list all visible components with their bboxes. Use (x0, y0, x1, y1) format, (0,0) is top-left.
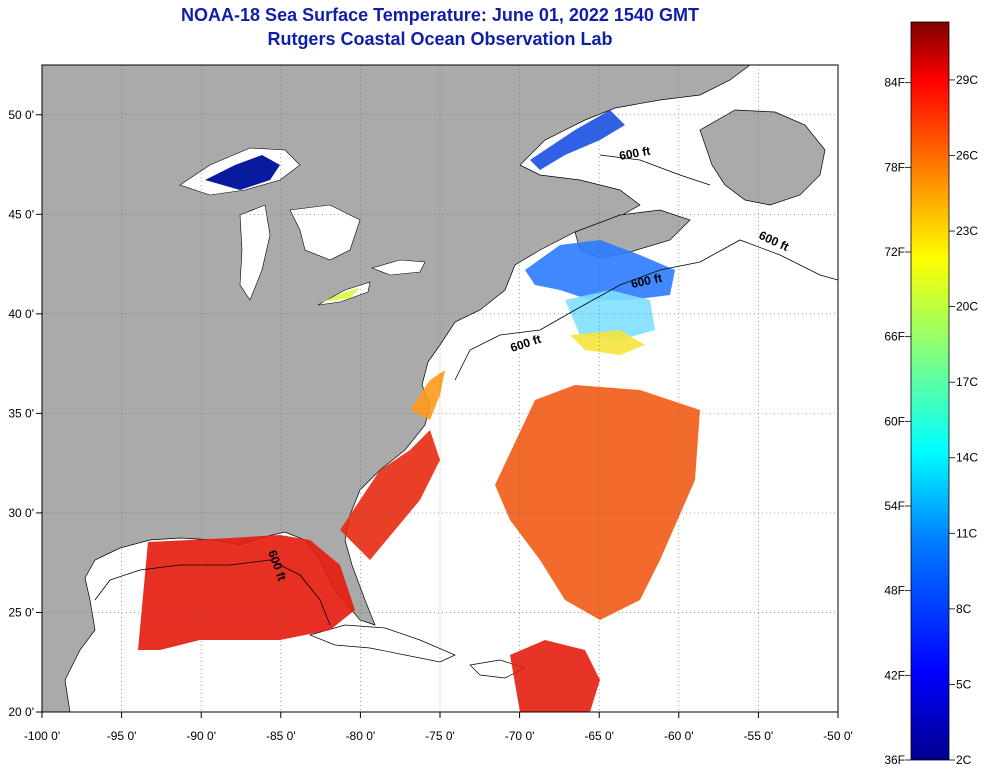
y-tick-label: 50 0' (8, 108, 34, 122)
colorbar-c-label: 8C (956, 602, 972, 616)
sst-gulf-of-maine (525, 240, 675, 300)
colorbar-c-label: 5C (956, 677, 972, 691)
x-tick-label: -80 0' (346, 729, 376, 743)
y-tick-label: 20 0' (8, 705, 34, 719)
colorbar-c-label: 11C (956, 526, 977, 540)
colorbar-f-label: 84F (884, 76, 905, 90)
lake-huron (289, 204, 361, 261)
land-newfoundland (699, 109, 826, 206)
colorbar-f-label: 78F (884, 160, 905, 174)
x-tick-label: -70 0' (505, 729, 535, 743)
x-tick-label: -55 0' (744, 729, 774, 743)
colorbar-c-label: 23C (956, 224, 978, 238)
isobath-600ft-north (599, 154, 711, 186)
colorbar-f-label: 42F (884, 668, 905, 682)
x-tick-label: -75 0' (425, 729, 455, 743)
map-title: NOAA-18 Sea Surface Temperature: June 01… (181, 5, 699, 25)
contour-label-2: 600 ft (630, 271, 664, 291)
contour-label-1: 600 ft (618, 144, 651, 163)
y-tick-label: 25 0' (8, 605, 34, 619)
x-tick-label: -60 0' (664, 729, 694, 743)
colorbar-f-label: 66F (884, 330, 905, 344)
y-tick-label: 45 0' (8, 207, 34, 221)
colorbar-c-label: 2C (956, 753, 972, 767)
sst-gulf-of-mexico (138, 535, 355, 650)
x-tick-label: -100 0' (24, 729, 60, 743)
sst-georges-bank (565, 290, 655, 340)
lake-ontario (371, 259, 426, 276)
x-tick-label: -85 0' (266, 729, 296, 743)
isobath-600ft-atlantic (454, 239, 838, 381)
colorbar-labels: 84F 78F 72F 66F 60F 54F 48F 42F 36F 29C 26C 23C 20C 1… (884, 73, 978, 767)
lake-erie-sst (322, 288, 360, 302)
colorbar-f-label: 48F (884, 584, 905, 598)
map-subtitle: Rutgers Coastal Ocean Observation Lab (267, 29, 613, 49)
colorbar-c-label: 14C (956, 451, 978, 465)
sst-st-lawrence (530, 110, 625, 170)
y-tick-label: 40 0' (8, 307, 34, 321)
colorbar-c-label: 26C (956, 148, 978, 162)
lake-michigan (239, 204, 271, 301)
x-tick-label: -90 0' (186, 729, 216, 743)
sst-caribbean (510, 640, 600, 712)
sst-shelf-yellow (570, 330, 645, 355)
y-tick-label: 30 0' (8, 506, 34, 520)
colorbar-f-label: 60F (884, 414, 905, 428)
isobath-600ft-gulf (94, 559, 331, 626)
colorbar-f-label: 54F (884, 499, 905, 513)
colorbar (910, 21, 950, 761)
colorbar-c-label: 17C (956, 375, 978, 389)
sst-gulf-stream (340, 430, 440, 560)
colorbar-f-label: 72F (884, 245, 905, 259)
lake-superior-sst (205, 155, 280, 190)
y-tick-label: 35 0' (8, 406, 34, 420)
y-axis-ticks: 50 0' 45 0' 40 0' 35 0' 30 0' 25 0' 20 0' (8, 108, 42, 719)
sst-mid-atlantic (410, 370, 445, 420)
x-tick-label: -95 0' (107, 729, 137, 743)
colorbar-c-label: 29C (956, 73, 978, 87)
x-tick-label: -50 0' (823, 729, 853, 743)
land-cuba (308, 624, 456, 663)
x-axis-ticks: -100 0' -95 0' -90 0' -85 0' -80 0' -75 0' -70… (24, 712, 853, 743)
sst-atlantic-warm (495, 385, 700, 620)
colorbar-c-label: 20C (956, 300, 978, 314)
colorbar-f-label: 36F (884, 753, 905, 767)
x-tick-label: -65 0' (584, 729, 614, 743)
